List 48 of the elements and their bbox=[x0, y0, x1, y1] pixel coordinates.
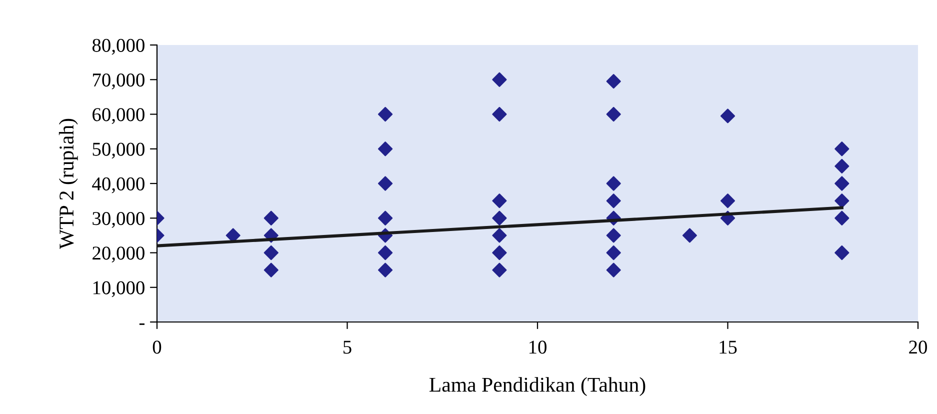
y-tick-label: 70,000 bbox=[93, 73, 144, 90]
point bbox=[378, 142, 393, 156]
point bbox=[378, 262, 393, 278]
point bbox=[606, 194, 621, 208]
y-tick-label: 80,000 bbox=[92, 38, 144, 55]
x-tick-label: 0 bbox=[152, 340, 162, 354]
point bbox=[834, 194, 850, 208]
point bbox=[834, 142, 850, 156]
y-tick-label: 10,000 bbox=[93, 281, 144, 298]
point bbox=[682, 228, 697, 243]
point bbox=[492, 72, 507, 87]
y-tick-label: 40,000 bbox=[92, 177, 144, 194]
point bbox=[834, 158, 850, 174]
point bbox=[606, 106, 621, 122]
point bbox=[606, 176, 621, 191]
point bbox=[378, 176, 393, 191]
y-tick-label: 30,000 bbox=[92, 212, 144, 228]
point bbox=[378, 210, 393, 226]
point bbox=[834, 245, 850, 260]
point bbox=[492, 245, 507, 260]
point bbox=[492, 106, 507, 122]
y-axis-title: WTP 2 (rupiah) bbox=[58, 118, 78, 250]
point bbox=[720, 194, 736, 208]
point bbox=[378, 106, 393, 122]
y-tick-label: - bbox=[139, 323, 144, 325]
y-tick-label: 50,000 bbox=[92, 142, 144, 159]
x-tick-label: 20 bbox=[909, 340, 927, 354]
y-tick-label: 60,000 bbox=[92, 108, 144, 124]
point bbox=[264, 210, 278, 226]
x-tick-label: 5 bbox=[344, 340, 352, 354]
point bbox=[378, 245, 393, 260]
point bbox=[264, 245, 278, 260]
point bbox=[492, 228, 507, 243]
point bbox=[492, 262, 507, 278]
point bbox=[264, 262, 278, 278]
point bbox=[492, 194, 507, 208]
x-tick-label: 15 bbox=[720, 340, 737, 354]
point bbox=[492, 210, 507, 226]
point bbox=[720, 108, 736, 124]
point bbox=[606, 228, 621, 243]
point bbox=[606, 74, 621, 89]
point bbox=[834, 176, 850, 191]
point bbox=[606, 245, 621, 260]
point bbox=[606, 262, 621, 278]
point bbox=[834, 210, 850, 226]
x-tick-label: 10 bbox=[529, 340, 546, 354]
x-axis-title: Lama Pendidikan (Tahun) bbox=[429, 377, 646, 396]
y-tick-label: 20,000 bbox=[92, 246, 144, 262]
